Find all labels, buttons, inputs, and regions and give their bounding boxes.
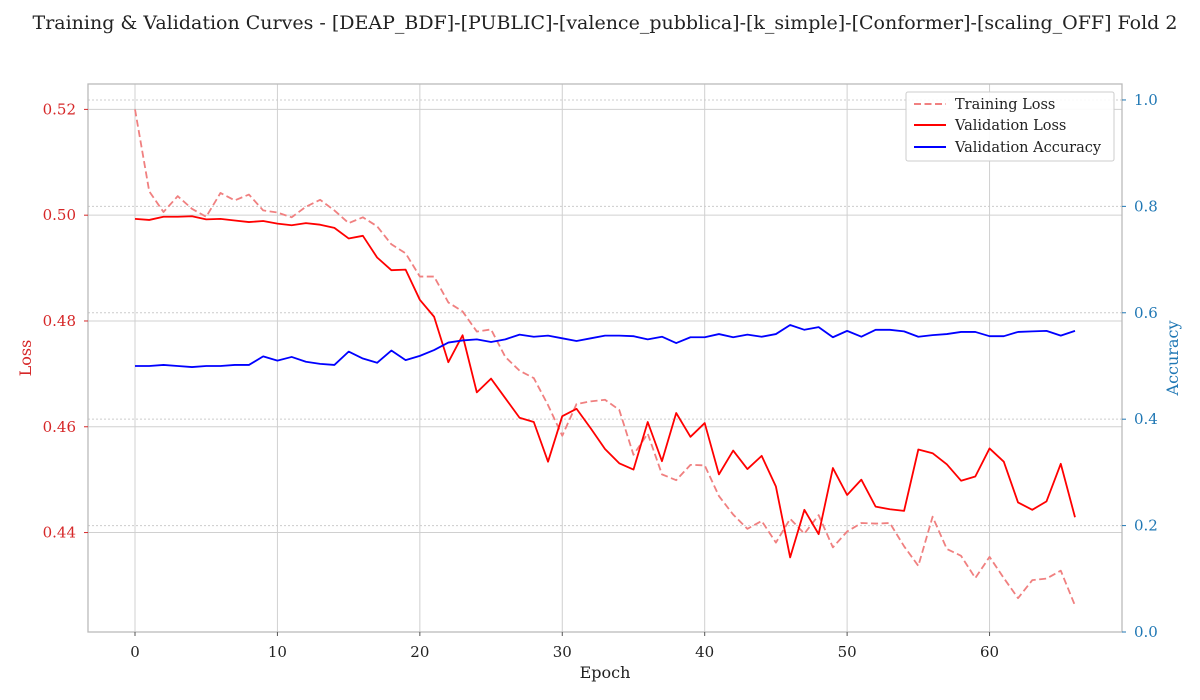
x-tick-label: 20 — [410, 643, 429, 661]
left-y-tick-label: 0.48 — [43, 312, 76, 330]
series-line-validation-loss — [134, 215, 1076, 559]
x-axis-label: Epoch — [580, 663, 631, 682]
series-line-training-loss — [134, 109, 1076, 606]
x-tick-label: 10 — [268, 643, 287, 661]
x-tick-label: 40 — [695, 643, 714, 661]
x-tick-label: 50 — [838, 643, 857, 661]
legend-label-validation-loss: Validation Loss — [954, 118, 1066, 134]
series-lines — [134, 109, 1076, 606]
right-y-tick-label: 0.4 — [1134, 410, 1158, 428]
x-tick-label: 30 — [553, 643, 572, 661]
right-y-tick-label: 1.0 — [1134, 91, 1158, 109]
chart-title: Training & Validation Curves - [DEAP_BDF… — [33, 12, 1178, 34]
left-y-tick-label: 0.52 — [43, 100, 76, 118]
grid — [88, 84, 1122, 633]
right-y-axis-label: Accuracy — [1163, 321, 1182, 397]
right-y-tick-label: 0.6 — [1134, 304, 1158, 322]
left-y-tick-label: 0.50 — [43, 206, 76, 224]
x-axis: 0 10 20 30 40 50 60 — [130, 632, 999, 661]
left-y-tick-label: 0.44 — [43, 524, 76, 542]
legend: Training Loss Validation Loss Validation… — [905, 91, 1115, 162]
right-y-tick-label: 0.0 — [1134, 623, 1158, 641]
right-y-tick-label: 0.8 — [1134, 197, 1158, 215]
legend-label-validation-accuracy: Validation Accuracy — [954, 140, 1102, 156]
x-tick-label: 0 — [130, 643, 140, 661]
right-y-axis: 0.0 0.2 0.4 0.6 0.8 1.0 — [1122, 91, 1158, 641]
series-line-validation-accuracy — [135, 324, 1076, 368]
left-y-tick-label: 0.46 — [43, 418, 76, 436]
left-y-axis-label: Loss — [16, 340, 35, 377]
right-y-tick-label: 0.2 — [1134, 517, 1158, 535]
left-y-axis: 0.44 0.46 0.48 0.50 0.52 — [43, 100, 88, 542]
legend-box — [905, 91, 1115, 162]
x-tick-label: 60 — [980, 643, 999, 661]
legend-label-training-loss: Training Loss — [955, 97, 1055, 113]
plot-frame — [87, 83, 1123, 633]
